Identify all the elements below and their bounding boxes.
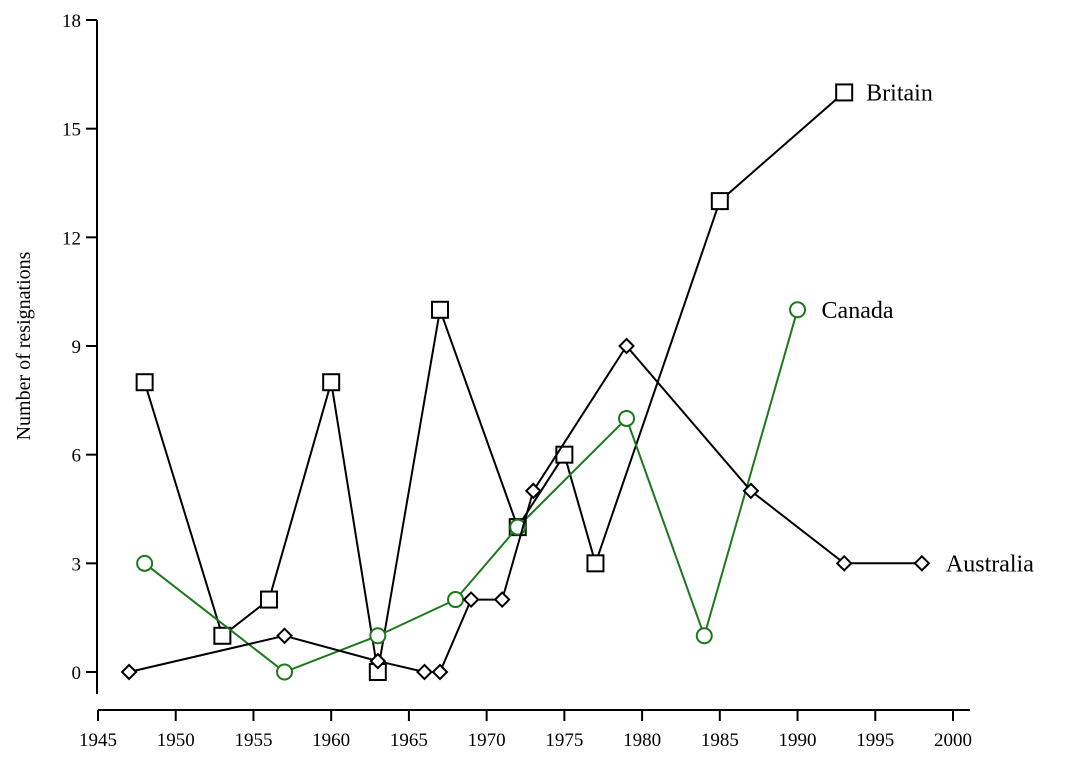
y-tick-label: 9: [72, 337, 82, 358]
x-tick-label: 1985: [701, 730, 739, 751]
data-point-australia: [913, 554, 931, 572]
series-line-australia: [128, 344, 922, 673]
y-axis-title: Number of resignations: [13, 251, 35, 440]
x-tick-label: 1995: [856, 730, 894, 751]
data-point-australia: [276, 627, 293, 645]
x-tick-label: 1965: [390, 730, 428, 751]
data-point-canada: [276, 663, 294, 681]
series-line-canada: [143, 309, 799, 674]
data-point-australia: [120, 663, 138, 681]
data-point-britain: [586, 554, 605, 573]
x-tick-label: 1990: [779, 730, 817, 751]
x-tick-label: 1950: [157, 730, 195, 751]
data-point-canada: [369, 627, 387, 645]
data-point-canada: [618, 409, 636, 427]
y-tick-label: 15: [62, 120, 81, 141]
series-britain: [135, 83, 854, 681]
data-point-britain: [555, 445, 574, 464]
data-point-australia: [431, 663, 449, 681]
data-point-australia: [835, 554, 853, 572]
data-point-britain: [135, 373, 154, 392]
data-point-britain: [260, 590, 278, 609]
data-point-britain: [431, 300, 449, 319]
series-label-canada: Canada: [822, 298, 894, 324]
x-tick-label: 2000: [934, 730, 972, 751]
data-point-britain: [710, 192, 729, 211]
data-point-australia: [462, 591, 480, 608]
x-tick-label: 1975: [545, 730, 583, 751]
series-canada: [136, 301, 807, 681]
y-tick-label: 12: [62, 228, 81, 249]
x-tick-label: 1970: [468, 730, 506, 751]
data-point-canada: [789, 301, 807, 319]
x-tick-label: 1945: [79, 730, 117, 751]
series-label-britain: Britain: [866, 80, 933, 106]
data-point-australia: [493, 591, 511, 608]
series-label-australia: Australia: [946, 551, 1034, 577]
data-point-canada: [136, 554, 154, 572]
data-point-britain: [835, 83, 854, 102]
data-point-australia: [416, 663, 433, 681]
series-line-britain: [143, 91, 845, 673]
y-tick-label: 0: [72, 663, 82, 684]
x-tick-label: 1980: [623, 730, 661, 751]
y-tick-label: 3: [72, 554, 82, 575]
data-point-canada: [695, 627, 713, 645]
series-labels: Britain Canada Australia: [822, 80, 1035, 577]
y-tick-label: 18: [62, 11, 81, 32]
x-tick-label: 1955: [234, 730, 272, 751]
series-layer: [120, 83, 931, 681]
data-point-canada: [447, 591, 465, 609]
axes: 0 3 6 9 12 15 18 1945 1950 1955 1960 1965 1970 1975 19…: [62, 11, 972, 751]
data-point-britain: [322, 373, 341, 392]
data-point-australia: [524, 482, 542, 500]
data-point-britain: [213, 626, 232, 645]
y-tick-label: 6: [72, 446, 82, 467]
series-australia: [120, 337, 931, 681]
data-point-australia: [742, 482, 760, 500]
data-point-australia: [618, 337, 635, 355]
x-tick-label: 1960: [312, 730, 350, 751]
data-point-australia: [369, 652, 387, 670]
